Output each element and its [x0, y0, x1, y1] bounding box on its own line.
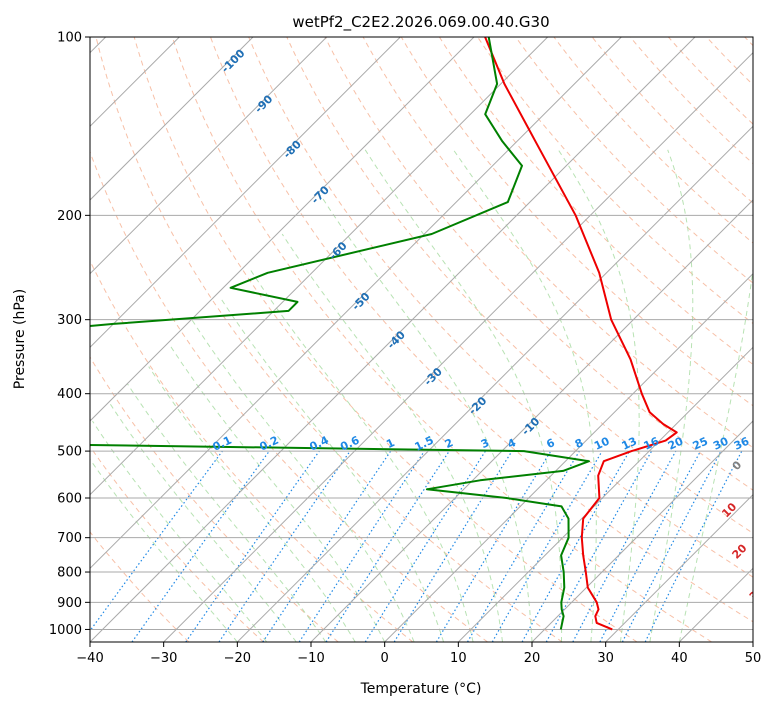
- mixing-ratio-line: [491, 450, 603, 642]
- mixing-ratio-line: [325, 450, 450, 642]
- x-tick-label: 10: [450, 651, 467, 666]
- axes: −40 −30 −20 −10 0 10 20 30 40 50 100 200 300 400 500 60…: [49, 31, 761, 667]
- mixing-ratio-line: [521, 450, 631, 642]
- x-tick-label: 50: [745, 651, 762, 666]
- dry-adiabat-line: [438, 37, 753, 365]
- dry-adiabat-line: [90, 356, 339, 642]
- x-tick-label: −20: [224, 651, 251, 666]
- mixing-ratio-line: [364, 450, 486, 642]
- y-tick-label: 1000: [49, 623, 82, 638]
- isotherm-line: [384, 272, 753, 642]
- isotherm-line: [531, 420, 753, 642]
- moist-adiabat-line: [109, 402, 297, 642]
- y-tick-label: 200: [57, 209, 82, 224]
- moist-adiabat-line: [320, 195, 533, 642]
- moist-adiabat-line: [219, 297, 445, 642]
- dry-adiabat-line: [90, 531, 190, 642]
- mixing-ratio-line: [435, 450, 552, 642]
- isotherm-line: [90, 37, 549, 496]
- y-tick-label: 100: [57, 31, 82, 46]
- mixing-ratio-value-label: 20: [666, 434, 686, 452]
- mixing-ratio-value-label: 10: [592, 434, 612, 452]
- dry-adiabat-line: [133, 37, 638, 642]
- background-lines: [90, 37, 753, 642]
- chart-title: wetPf2_C2E2.2026.069.00.40.G30: [292, 13, 549, 32]
- y-tick-label: 900: [57, 596, 82, 611]
- x-tick-label: −40: [76, 651, 103, 666]
- isotherm-line: [90, 37, 696, 642]
- isotherm-line: [90, 37, 254, 201]
- mixing-ratio-value-label: 13: [620, 435, 639, 453]
- dry-adiabat-line: [95, 37, 563, 642]
- dry-adiabat-line: [210, 37, 753, 623]
- plot-frame: [89, 36, 754, 643]
- x-tick-label: −30: [150, 651, 177, 666]
- isotherm-line: [605, 493, 753, 642]
- y-tick-label: 300: [57, 313, 82, 328]
- isotherm-line: [90, 37, 328, 275]
- dry-adiabat-line: [90, 259, 414, 642]
- isotherm-value-label: 30: [747, 583, 767, 603]
- y-tick-label: 800: [57, 566, 82, 581]
- x-tick-label: −10: [297, 651, 324, 666]
- moist-adiabat-line: [191, 319, 415, 642]
- mixing-ratio-value-label: 25: [691, 435, 710, 453]
- x-tick-label: 20: [524, 651, 541, 666]
- mixing-ratio-value-label: 36: [732, 434, 752, 452]
- moist-adiabat-line: [248, 267, 474, 642]
- x-axis-label: Temperature (°C): [360, 681, 482, 697]
- moist-adiabat-line: [127, 383, 327, 642]
- mixing-ratio-value-label: 30: [711, 434, 731, 452]
- x-tick-label: 40: [671, 651, 688, 666]
- dry-adiabat-line: [248, 37, 753, 578]
- isotherm-line: [310, 199, 753, 642]
- dewpoint-profile-line: [90, 37, 590, 630]
- x-tick-label: 0: [381, 651, 389, 666]
- moist-adiabat-line: [281, 233, 503, 642]
- isotherm-line: [163, 51, 753, 642]
- mixing-ratio-line: [185, 450, 320, 642]
- mixing-ratio-line: [466, 450, 580, 642]
- isotherm-line: [90, 37, 401, 349]
- temperature-profile-line: [484, 37, 678, 631]
- dry-adiabat-line: [324, 37, 753, 491]
- moist-adiabat-line: [90, 458, 238, 642]
- dry-adiabat-line: [286, 37, 753, 534]
- isotherm-line: [90, 37, 475, 422]
- moist-adiabat-line: [92, 420, 268, 642]
- mixing-ratio-line: [218, 450, 351, 642]
- mixing-ratio-value-label: 16: [642, 434, 662, 452]
- isotherm-line: [90, 37, 622, 570]
- x-tick-label: 30: [597, 651, 614, 666]
- moist-adiabat-line: [168, 343, 386, 642]
- y-axis-label: Pressure (hPa): [12, 289, 28, 389]
- moist-adiabat-line: [148, 366, 356, 642]
- isotherm-line: [457, 346, 753, 642]
- y-tick-label: 700: [57, 531, 82, 546]
- dry-adiabat-line: [400, 37, 753, 407]
- mixing-ratio-line: [131, 450, 270, 642]
- isotherm-line: [236, 125, 753, 642]
- profiles: [90, 37, 678, 631]
- mixing-ratio-line: [90, 450, 223, 632]
- y-tick-label: 600: [57, 492, 82, 507]
- y-tick-label: 500: [57, 445, 82, 460]
- mixing-ratio-line: [393, 450, 513, 642]
- mixing-ratio-line: [572, 450, 677, 642]
- y-tick-label: 400: [57, 387, 82, 402]
